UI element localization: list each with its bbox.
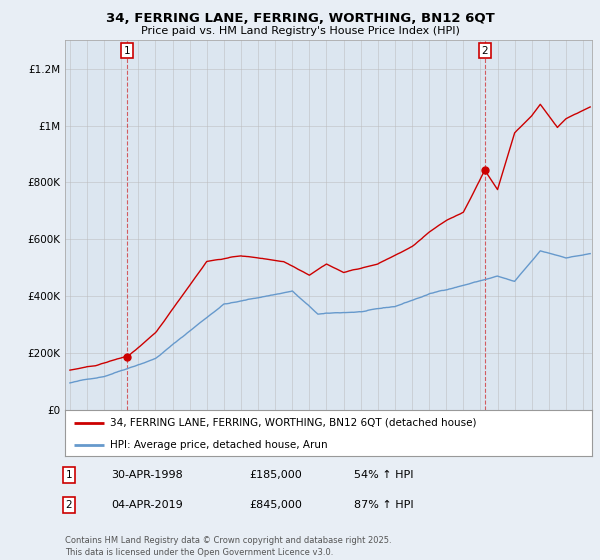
Text: £845,000: £845,000 bbox=[249, 500, 302, 510]
Text: Contains HM Land Registry data © Crown copyright and database right 2025.
This d: Contains HM Land Registry data © Crown c… bbox=[65, 536, 391, 557]
Text: 87% ↑ HPI: 87% ↑ HPI bbox=[354, 500, 413, 510]
Text: £185,000: £185,000 bbox=[249, 470, 302, 480]
Text: 1: 1 bbox=[65, 470, 73, 480]
Text: Price paid vs. HM Land Registry's House Price Index (HPI): Price paid vs. HM Land Registry's House … bbox=[140, 26, 460, 36]
Text: 34, FERRING LANE, FERRING, WORTHING, BN12 6QT: 34, FERRING LANE, FERRING, WORTHING, BN1… bbox=[106, 12, 494, 25]
Text: 1: 1 bbox=[124, 46, 130, 56]
Text: 04-APR-2019: 04-APR-2019 bbox=[111, 500, 183, 510]
Text: 54% ↑ HPI: 54% ↑ HPI bbox=[354, 470, 413, 480]
Text: 34, FERRING LANE, FERRING, WORTHING, BN12 6QT (detached house): 34, FERRING LANE, FERRING, WORTHING, BN1… bbox=[110, 418, 476, 428]
Text: 2: 2 bbox=[65, 500, 73, 510]
Text: 2: 2 bbox=[481, 46, 488, 56]
Text: 30-APR-1998: 30-APR-1998 bbox=[111, 470, 183, 480]
Text: HPI: Average price, detached house, Arun: HPI: Average price, detached house, Arun bbox=[110, 440, 327, 450]
